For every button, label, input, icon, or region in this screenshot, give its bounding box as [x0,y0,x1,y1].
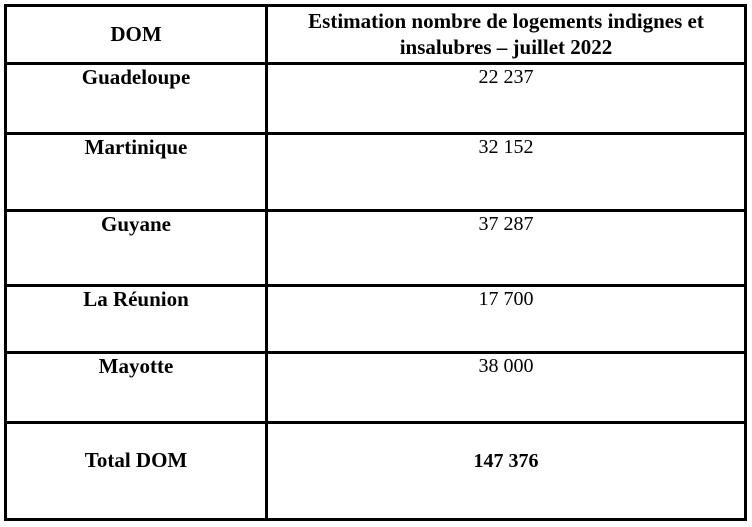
dom-housing-table: DOM Estimation nombre de logements indig… [4,3,747,522]
table-row: Martinique 32 152 [4,132,747,213]
row-value-martinique: 32 152 [265,132,747,213]
row-value-guyane: 37 287 [265,209,747,288]
table-row: La Réunion 17 700 [4,284,747,355]
row-value-total-dom: 147 376 [265,421,747,522]
row-label-total-dom: Total DOM [4,421,268,522]
row-label-martinique: Martinique [4,132,268,213]
row-label-guyane: Guyane [4,209,268,288]
table-row: Guyane 37 287 [4,209,747,288]
table-row: Mayotte 38 000 [4,351,747,425]
header-cell-estimation: Estimation nombre de logements indignes … [265,3,747,66]
row-label-la-reunion: La Réunion [4,284,268,355]
row-label-mayotte: Mayotte [4,351,268,425]
row-value-mayotte: 38 000 [265,351,747,425]
row-label-guadeloupe: Guadeloupe [4,62,268,136]
table-row: Guadeloupe 22 237 [4,62,747,136]
table-header-row: DOM Estimation nombre de logements indig… [4,3,747,66]
row-value-la-reunion: 17 700 [265,284,747,355]
header-cell-dom: DOM [4,3,268,66]
row-value-guadeloupe: 22 237 [265,62,747,136]
table-total-row: Total DOM 147 376 [4,421,747,522]
